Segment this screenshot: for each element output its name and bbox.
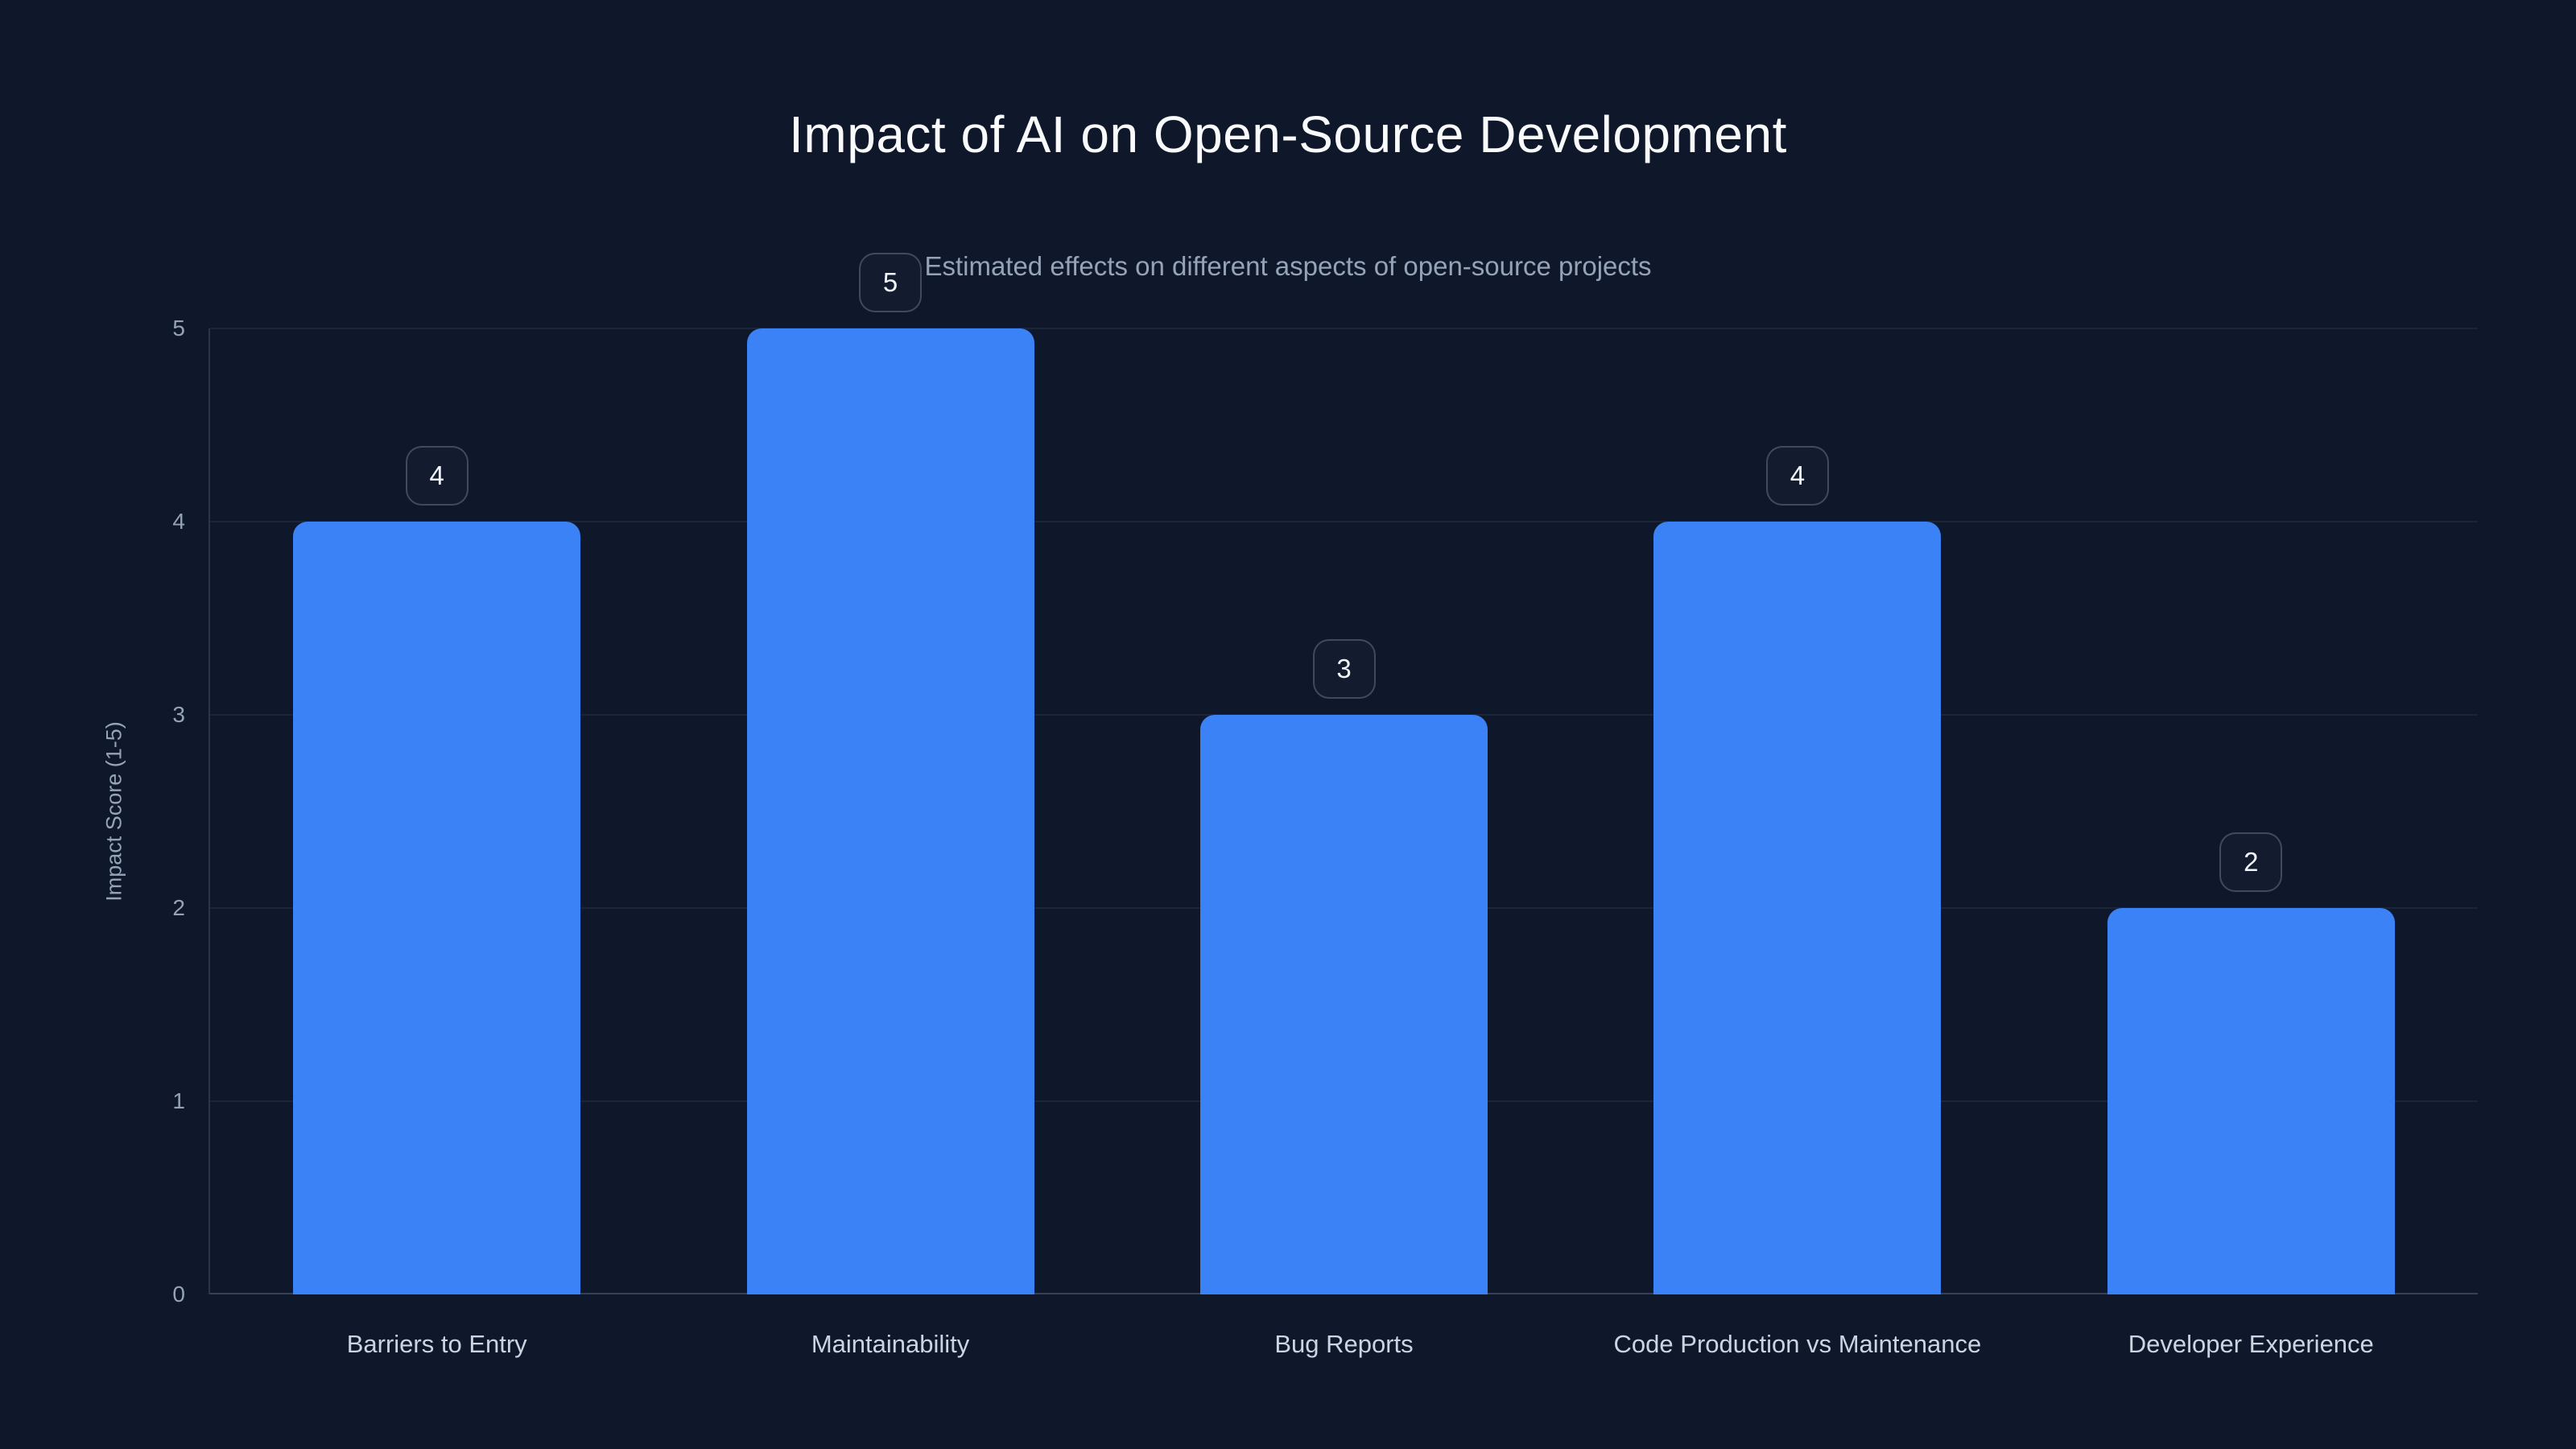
x-category-label: Barriers to Entry xyxy=(346,1330,527,1358)
x-category-label: Bug Reports xyxy=(1274,1330,1414,1358)
x-category-label: Maintainability xyxy=(811,1330,970,1358)
bar[interactable] xyxy=(2107,908,2395,1294)
plot-area: 4 5 3 4 2 Barriers to Entry Maintainability Bu… xyxy=(208,253,2478,1358)
y-axis-line xyxy=(208,328,210,1294)
bar[interactable] xyxy=(293,522,581,1294)
bar[interactable] xyxy=(1200,715,1488,1294)
bar-value-badge: 4 xyxy=(1765,446,1829,506)
y-tick-label: 1 xyxy=(172,1088,185,1113)
bar-value-badge: 2 xyxy=(2219,832,2283,892)
bar-value-badge: 3 xyxy=(1312,639,1376,699)
bar-value-badge: 4 xyxy=(405,446,469,506)
chart-subtitle: Estimated effects on different aspects o… xyxy=(924,251,1652,281)
y-tick-label: 4 xyxy=(172,509,185,534)
y-tick-label: 2 xyxy=(172,895,185,920)
x-category-label: Developer Experience xyxy=(2128,1330,2374,1358)
y-tick-label: 0 xyxy=(172,1282,185,1307)
y-axis-title: Impact Score (1-5) xyxy=(101,721,126,902)
bar[interactable] xyxy=(1653,522,1942,1294)
y-tick-label: 3 xyxy=(172,702,185,727)
gridline xyxy=(210,521,2478,522)
bar[interactable] xyxy=(746,328,1034,1294)
y-tick-label: 5 xyxy=(172,316,185,341)
gridline xyxy=(210,328,2478,329)
bar-value-badge: 5 xyxy=(859,253,923,312)
chart-title: Impact of AI on Open-Source Development xyxy=(789,105,1787,163)
x-category-label: Code Production vs Maintenance xyxy=(1613,1330,1982,1358)
